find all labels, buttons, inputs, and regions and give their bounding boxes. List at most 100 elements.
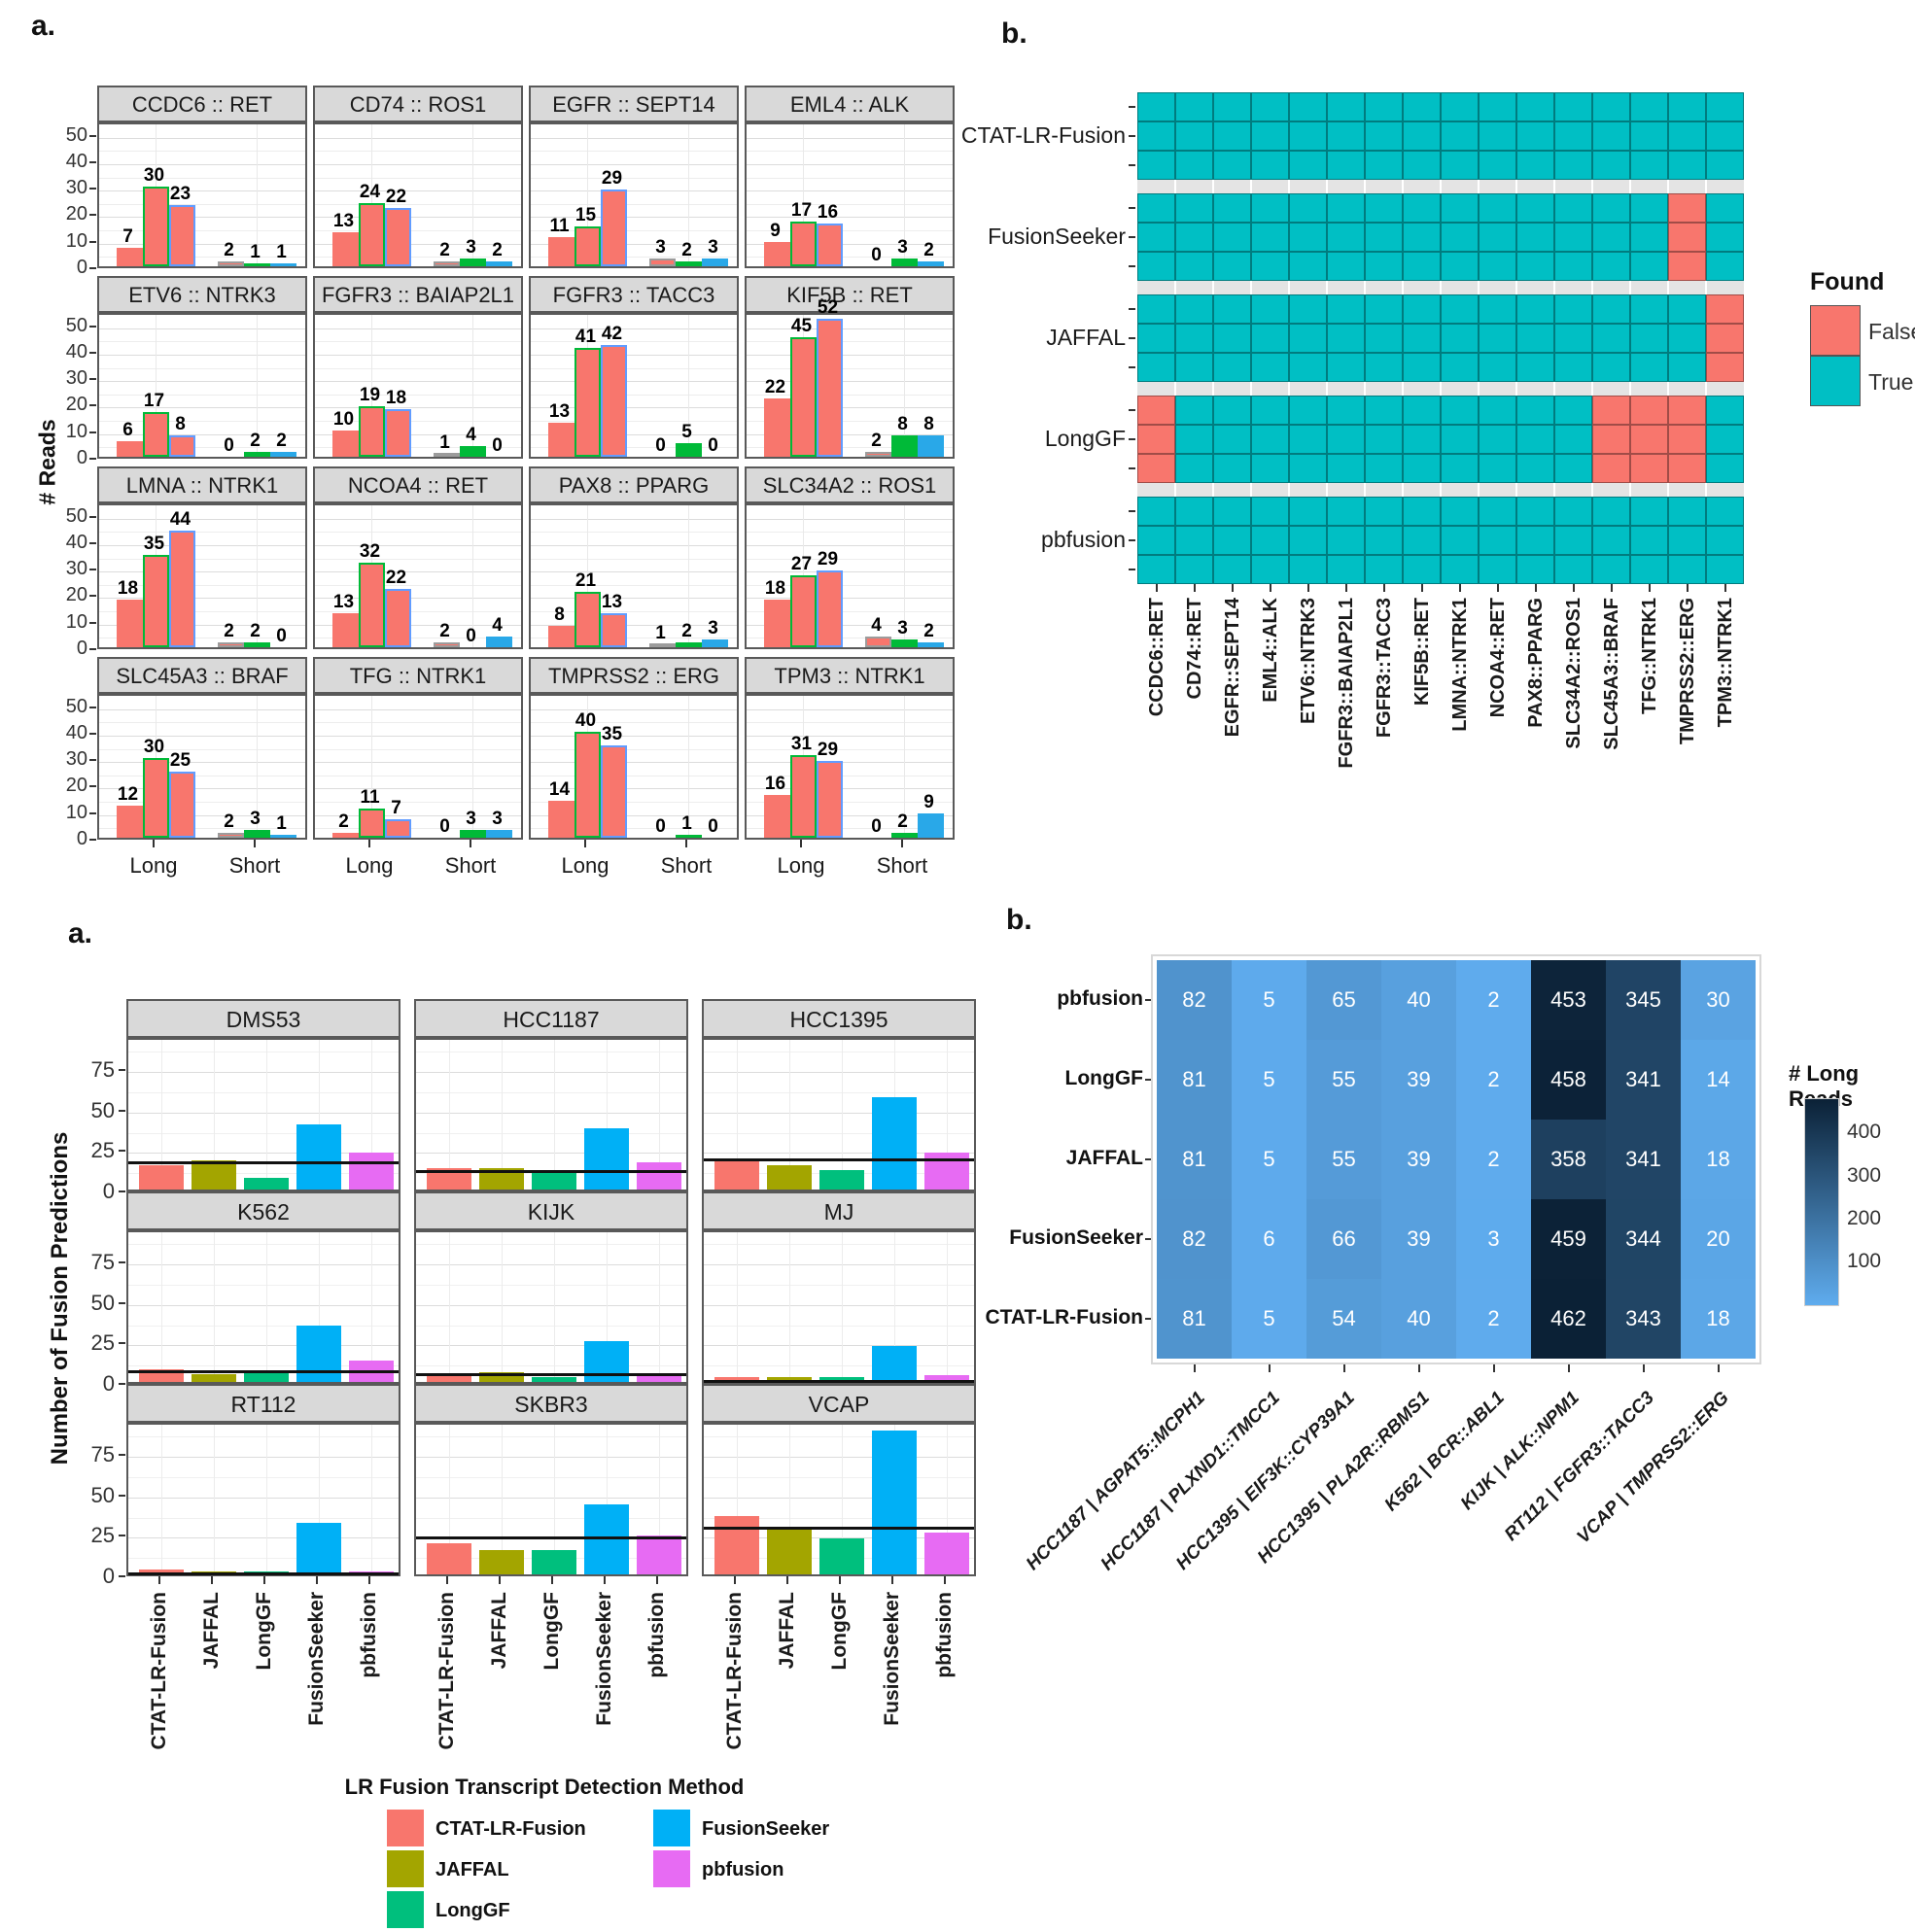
bar <box>637 1162 681 1190</box>
facet-plot <box>702 1423 976 1576</box>
legend-swatch <box>653 1810 690 1846</box>
legend-swatch <box>653 1850 690 1887</box>
heatmap-cell <box>1175 92 1213 121</box>
heatmap-cell <box>1441 555 1479 584</box>
gridline-h <box>531 708 737 710</box>
y-tick <box>89 648 96 650</box>
gridline-h <box>531 367 737 369</box>
y-tick-label: 50 <box>90 1482 115 1507</box>
heatmap-cell <box>1137 92 1175 121</box>
bar <box>117 806 143 838</box>
gridline-h <box>416 1365 686 1367</box>
heatmap-cell <box>1479 193 1516 223</box>
gridline-h <box>416 1497 686 1499</box>
gridline-h <box>531 558 737 560</box>
facet-strip: SLC34A2 :: ROS1 <box>745 466 955 503</box>
heatmap-cell <box>1668 223 1706 252</box>
x-tick <box>839 1576 841 1584</box>
x-tick <box>1155 584 1158 592</box>
x-tick <box>604 1576 606 1584</box>
heatmap-cell <box>1251 294 1289 324</box>
y-tick-label: 10 <box>65 420 87 442</box>
bar-value-label: 8 <box>175 414 186 434</box>
heatmap-cell <box>1213 92 1251 121</box>
heatmap-cell <box>1365 151 1403 180</box>
heatmap-col-label: PAX8::PPARG <box>1524 598 1547 728</box>
bar-value-label: 13 <box>332 592 355 612</box>
y-tick <box>119 1109 125 1112</box>
heatmap-cell <box>1706 396 1744 425</box>
bar-value-label: 2 <box>492 240 503 260</box>
y-tick <box>1129 409 1135 411</box>
band-gap-line <box>1705 382 1707 396</box>
bar-value-label: 30 <box>143 165 165 186</box>
gridline-h <box>128 1325 399 1327</box>
gridline-h <box>99 163 305 165</box>
bar-value-label: 13 <box>601 592 623 612</box>
bar-value-label: 22 <box>385 568 407 588</box>
bar <box>139 1165 184 1190</box>
facet-plot <box>313 694 523 840</box>
y-tick-label: 50 <box>90 1290 115 1315</box>
gridline-h <box>315 341 521 343</box>
bar <box>676 835 702 838</box>
gridline-v <box>842 1232 843 1382</box>
heatmap-cell <box>1403 121 1441 151</box>
y-tick-label: 30 <box>65 367 87 390</box>
band-gap-line <box>1515 180 1517 193</box>
gridline-v <box>449 1040 450 1190</box>
heatmap-cell <box>1592 121 1630 151</box>
band-gap-line <box>1402 281 1404 294</box>
heatmap-cell <box>1592 193 1630 223</box>
heatmap-cell <box>1175 223 1213 252</box>
band-gap-line <box>1288 180 1290 193</box>
y-tick <box>89 811 96 814</box>
gridline-h <box>99 381 305 383</box>
bar <box>584 1341 629 1382</box>
heatmap-cell <box>1327 454 1365 483</box>
bar <box>924 1375 969 1382</box>
bar-value-label: 0 <box>655 435 666 456</box>
bar <box>767 1165 812 1190</box>
band-gap-line <box>1515 382 1517 396</box>
heatmap-cell <box>1554 396 1592 425</box>
y-tick-label: 20 <box>65 394 87 416</box>
bar <box>676 642 702 647</box>
gridline-h <box>416 1436 686 1438</box>
gridline-h <box>128 1477 399 1479</box>
heatmap-cell <box>1175 526 1213 555</box>
heatmap-cell <box>1213 223 1251 252</box>
gridline-h <box>416 1285 686 1287</box>
band-gap-line <box>1553 180 1555 193</box>
heatmap-cell: 55 <box>1306 1120 1381 1199</box>
gridline-h <box>416 1072 686 1074</box>
heatmap-cell <box>1668 497 1706 526</box>
facet-strip: RT112 <box>126 1384 400 1423</box>
heatmap-cell <box>1554 223 1592 252</box>
heatmap-cell <box>1516 454 1554 483</box>
gridline-h <box>315 137 521 139</box>
heatmap-cell <box>1668 92 1706 121</box>
heatmap-cell: 18 <box>1681 1279 1756 1359</box>
heatmap-cell <box>1706 324 1744 353</box>
heatmap-cell <box>1213 193 1251 223</box>
gridline-h <box>704 1477 974 1479</box>
heatmap-cell <box>1592 324 1630 353</box>
heatmap-cell <box>1403 396 1441 425</box>
bar <box>296 1124 341 1190</box>
heatmap-cell <box>1441 526 1479 555</box>
heatmap-cell <box>1554 425 1592 454</box>
legend-label: CTAT-LR-Fusion <box>435 1818 586 1840</box>
gridline-h <box>531 190 737 192</box>
facet-plot <box>414 1230 688 1384</box>
gridline-v <box>371 1232 372 1382</box>
gridline-h <box>747 571 953 573</box>
heatmap-cell <box>1213 324 1251 353</box>
gridline-h <box>747 354 953 356</box>
heatmap-cell: 3 <box>1456 1199 1531 1279</box>
heatmap-cell <box>1251 353 1289 382</box>
gridline-h <box>99 177 305 179</box>
bar <box>117 441 143 457</box>
bar <box>169 205 195 266</box>
heatmap-cell: 81 <box>1157 1279 1232 1359</box>
